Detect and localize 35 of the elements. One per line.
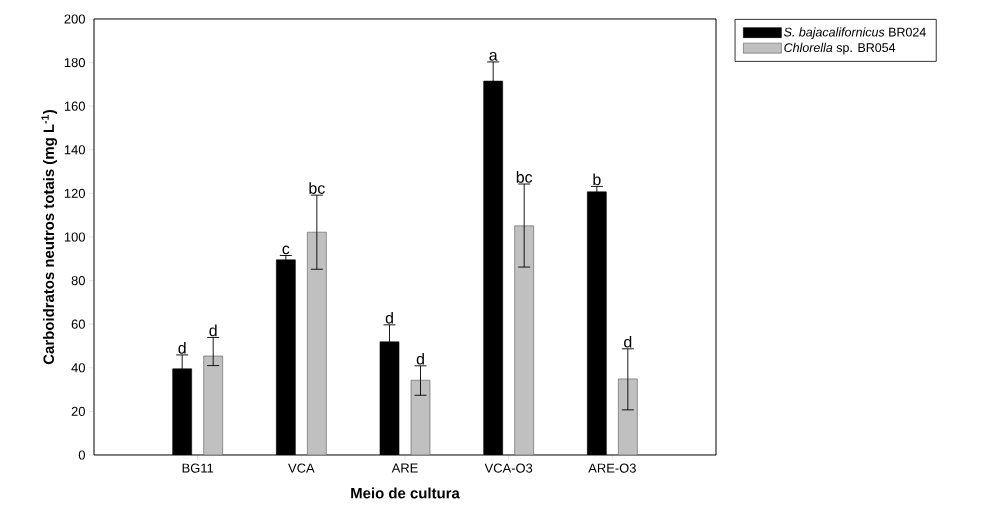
bar	[410, 379, 431, 455]
y-tick-label: 180	[64, 58, 85, 68]
bar	[514, 225, 534, 455]
legend-label: Chlorella sp. BR054	[784, 42, 896, 55]
y-tick-label: 60	[71, 319, 85, 329]
annotation: b	[593, 173, 601, 186]
bar	[307, 231, 327, 455]
legend-label: S. bajacalifornicus BR024	[784, 27, 926, 39]
y-tick-label: 200	[64, 14, 85, 24]
annotation: bc	[516, 171, 533, 183]
y-tick-label: 20	[71, 406, 85, 416]
x-tick-label: BG11	[182, 463, 214, 473]
y-tick-label: 80	[71, 276, 85, 286]
y-tick-label: 140	[64, 145, 85, 155]
annotation: bc	[309, 182, 325, 194]
bar	[203, 355, 223, 455]
annotation: d	[178, 342, 186, 354]
x-tick-label: VCA	[288, 463, 315, 473]
bar	[618, 378, 638, 455]
y-tick-label: 100	[64, 232, 85, 242]
x-tick-label: ARE-O3	[588, 463, 636, 473]
annotation: c	[282, 245, 290, 255]
annotation: d	[624, 335, 632, 348]
y-tick-label: 120	[64, 188, 85, 198]
y-tick-label: 0	[78, 450, 85, 460]
annotation: d	[385, 311, 393, 324]
annotation: d	[416, 352, 424, 365]
x-axis-title: Meio de cultura	[351, 487, 460, 499]
y-axis-title: Carboidratos neutros totais (mg L$^{-1}$)	[41, 109, 58, 365]
x-tick-label: VCA-O3	[484, 463, 533, 473]
x-tick-label: ARE	[391, 463, 418, 473]
y-tick-label: 160	[64, 101, 85, 111]
y-tick-label: 40	[71, 363, 85, 373]
annotation: d	[209, 324, 217, 337]
annotation: a	[489, 52, 498, 61]
